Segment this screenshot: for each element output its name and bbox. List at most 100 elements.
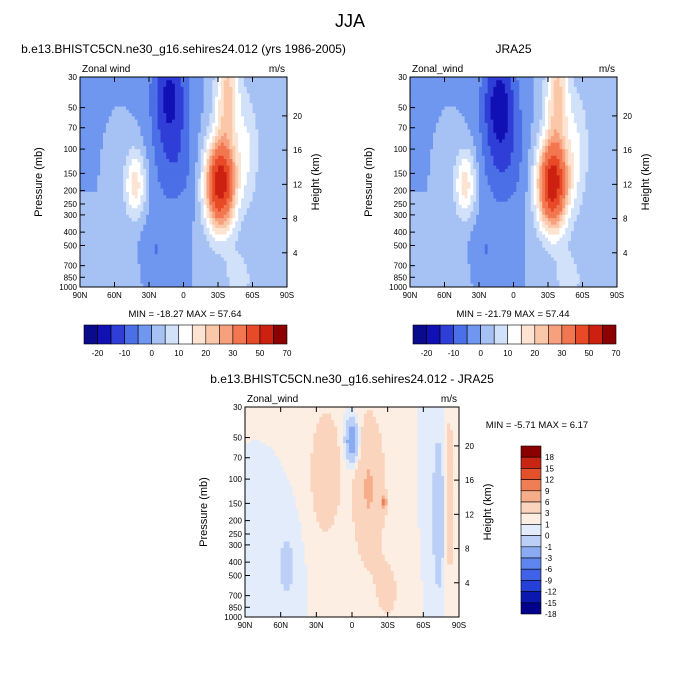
- field-cell: [238, 191, 242, 196]
- field-cell: [209, 109, 213, 114]
- field-cell: [197, 257, 202, 262]
- field-cell: [243, 254, 248, 258]
- field-cell: [128, 168, 133, 173]
- field-cell: [183, 211, 187, 216]
- field-cell: [172, 162, 176, 166]
- field-cell: [105, 86, 110, 91]
- field-cell: [272, 83, 276, 88]
- field-cell: [441, 86, 445, 91]
- field-cell: [412, 90, 417, 94]
- field-cell: [120, 257, 124, 262]
- field-cell: [123, 241, 127, 245]
- field-cell: [114, 172, 118, 176]
- field-cell: [117, 139, 121, 144]
- field-cell: [172, 221, 176, 226]
- field-cell: [120, 90, 124, 94]
- field-cell: [108, 218, 113, 222]
- field-cell: [140, 267, 144, 271]
- field-cell: [97, 155, 101, 160]
- field-cell: [550, 77, 555, 81]
- field-cell: [174, 188, 179, 193]
- field-cell: [82, 270, 87, 275]
- field-cell: [146, 106, 150, 111]
- field-cell: [146, 227, 150, 232]
- field-cell: [269, 145, 274, 150]
- field-cell: [169, 244, 173, 249]
- x-tick-label: 60N: [107, 291, 122, 300]
- field-cell: [249, 224, 253, 229]
- field-cell: [235, 234, 239, 239]
- field-cell: [238, 244, 242, 249]
- field-cell: [180, 182, 184, 186]
- field-cell: [85, 237, 90, 242]
- field-cell: [177, 109, 182, 114]
- field-cell: [143, 247, 147, 252]
- field-cell: [272, 283, 276, 288]
- field-cell: [100, 260, 104, 265]
- field-cell: [223, 254, 228, 258]
- p-tick-label: 700: [64, 262, 78, 271]
- field-cell: [123, 280, 127, 285]
- field-cell: [243, 247, 248, 252]
- field-cell: [114, 264, 118, 268]
- field-cell: [108, 185, 113, 189]
- field-cell: [128, 283, 133, 288]
- field-cell: [266, 136, 271, 140]
- field-cell: [573, 83, 578, 88]
- field-cell: [605, 80, 609, 84]
- field-cell: [223, 175, 228, 180]
- field-cell: [238, 227, 242, 232]
- field-cell: [220, 237, 225, 242]
- field-cell: [246, 152, 251, 157]
- field-cell: [481, 80, 486, 84]
- field-cell: [261, 277, 265, 281]
- field-cell: [209, 129, 213, 134]
- field-cell: [424, 80, 428, 84]
- field-cell: [94, 116, 98, 121]
- field-cell: [206, 214, 210, 219]
- field-cell: [117, 254, 121, 258]
- field-cell: [272, 221, 276, 226]
- field-cell: [120, 227, 124, 232]
- field-cell: [154, 250, 159, 255]
- field-cell: [255, 185, 259, 189]
- field-cell: [154, 145, 159, 150]
- field-cell: [117, 191, 121, 196]
- field-cell: [218, 152, 222, 157]
- field-cell: [261, 139, 265, 144]
- field-cell: [235, 103, 239, 107]
- field-cell: [229, 185, 233, 189]
- field-cell: [200, 86, 205, 91]
- field-cell: [487, 83, 491, 88]
- field-cell: [180, 159, 184, 163]
- field-cell: [137, 93, 141, 98]
- field-cell: [131, 244, 136, 249]
- field-cell: [266, 201, 271, 206]
- field-cell: [255, 264, 259, 268]
- field-cell: [94, 188, 98, 193]
- field-cell: [243, 211, 248, 216]
- field-cell: [163, 208, 167, 212]
- field-cell: [261, 244, 265, 249]
- field-cell: [229, 277, 233, 281]
- field-cell: [246, 90, 251, 94]
- field-cell: [195, 195, 199, 199]
- field-cell: [226, 90, 230, 94]
- field-cell: [105, 142, 110, 147]
- field-cell: [284, 280, 288, 285]
- field-cell: [180, 132, 184, 137]
- field-cell: [189, 90, 193, 94]
- field-cell: [461, 86, 466, 91]
- field-cell: [131, 132, 136, 137]
- field-cell: [229, 204, 233, 209]
- field-cell: [212, 218, 216, 222]
- field-cell: [243, 103, 248, 107]
- field-cell: [88, 178, 92, 183]
- field-cell: [229, 129, 233, 134]
- field-cell: [266, 77, 271, 81]
- field-cell: [189, 99, 193, 104]
- field-cell: [433, 83, 437, 88]
- field-cell: [275, 283, 279, 288]
- field-cell: [223, 227, 228, 232]
- field-cell: [255, 126, 259, 130]
